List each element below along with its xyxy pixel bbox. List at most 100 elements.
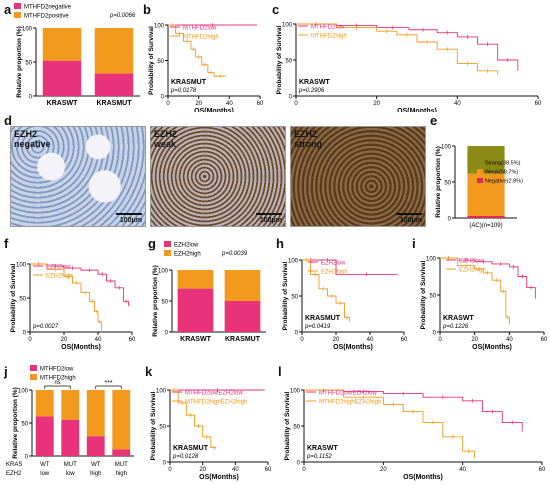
y-tick-label: 0 [289,95,293,101]
kras-label: MUT [115,462,128,468]
legend-label: MTHFD2highEZH2high [319,400,381,406]
y-tick-label: 0 [23,331,27,337]
x-tick-label: 60 [539,467,546,473]
x-tick-label: 20 [373,101,380,107]
survival-curve-high [304,389,476,459]
x-tick-label: 40 [226,101,233,107]
p-value: p=0.0419 [304,324,331,330]
legend-label: MTHFD2lowEZH2low [185,391,243,397]
survival-curve-low [296,23,519,71]
y-tick-label: 0 [433,331,437,337]
scale-label: 100μm [259,217,282,224]
bar-segment [35,390,54,417]
legend-label: MTHFD2lowEZH2low [319,391,377,397]
x-tick-label: 60 [401,337,408,343]
x-tick-label: 60 [541,337,548,343]
y-tick-label: 100 [154,24,165,30]
legend-label: MTHFD2high [183,35,219,41]
legend-swatch [30,374,37,380]
y-axis-label: Probability of Survival [148,26,155,95]
scale-bar [256,213,282,215]
x-tick-label: 20 [333,337,340,343]
ezh2-label: low [66,471,76,477]
bar-segment [224,301,261,332]
x-tick-label: 60 [257,101,264,107]
group-label: KRASWT [443,315,474,322]
survival-curve-high [296,23,499,75]
panel-label-c: c [272,2,280,17]
y-tick-label: 0 [165,331,169,337]
row-label: KRAS [6,462,22,468]
legend-swatch [30,365,37,371]
panel-label-g: g [148,236,156,251]
legend-label: EZH2low [174,243,199,249]
sig-label: *** [104,380,112,387]
p-value: p=0.2906 [298,88,325,94]
y-tick-label: 100 [22,27,33,33]
x-axis-label: OS(Months) [403,474,443,481]
p-value: p=0.0128 [172,454,199,460]
category-label: KRASMUT [97,100,133,107]
bar-segment [112,390,131,450]
legend-label: EZH2high [321,270,348,276]
survival-curve-high [30,263,102,332]
category-label: KRASWT [180,336,211,343]
survival-curve-low [30,263,130,307]
y-tick-label: 50 [19,297,26,303]
y-tick-label: 50 [157,59,164,65]
y-tick-label: 100 [282,23,293,29]
sig-label: ns [54,380,60,386]
legend-swatch [164,241,171,247]
y-tick-label: 50 [429,294,436,300]
legend-label: MTHFD2high [311,34,347,40]
legend-swatch [477,178,483,183]
group-label: KRASMUT [173,445,209,452]
x-tick-label: 0 [302,467,306,473]
p-value: p=0.0039 [221,251,248,257]
kras-label: WT [91,462,101,468]
panel-label-a: a [4,2,12,17]
x-tick-label: 20 [61,337,68,343]
x-tick-label: 0 [166,101,170,107]
y-tick-label: 100 [426,257,437,263]
y-tick-label: 50 [444,181,451,187]
legend-label: EZH2high [174,252,201,258]
bar-segment [86,436,105,456]
y-tick-label: 0 [25,455,29,461]
legend-label: Negative(2.8%) [485,179,523,185]
x-tick-label: 40 [95,337,102,343]
y-axis-label: Probability of Survival [10,263,17,332]
legend-label: MTHFD2positive [24,14,69,20]
legend-label: MTHFD2low [183,26,217,32]
bar-segment [86,390,105,437]
panel-label-d: d [4,113,12,128]
p-value: p=0.1226 [442,324,469,330]
y-axis-label: Probability of Survival [150,391,157,460]
x-tick-label: 20 [380,467,387,473]
group-label: KRASMUT [171,79,207,86]
y-tick-label: 50 [25,61,32,67]
survival-curve-high [168,24,227,77]
scale-label: 100μm [119,217,142,224]
bar-segment [224,270,261,301]
x-axis-label: OS(Months) [199,474,239,481]
ezh2-label: low [40,471,50,477]
bar-segment [112,449,131,456]
legend-label: Weak(58.7%) [485,170,518,176]
bar-segment [94,73,134,96]
legend-label: EZH2low [459,259,484,265]
y-tick-label: 0 [29,95,33,101]
x-tick-label: 60 [265,467,272,473]
y-tick-label: 0 [161,95,165,101]
legend-swatch [477,169,483,174]
category-label: KRASMUT [225,336,261,343]
bar-segment [177,288,214,332]
y-axis-label: Probability of Survival [282,261,289,330]
bar-segment [61,390,80,420]
bar-segment [467,173,505,216]
scale-label: 100μm [399,217,422,224]
p-value: p=0.0178 [170,88,197,94]
